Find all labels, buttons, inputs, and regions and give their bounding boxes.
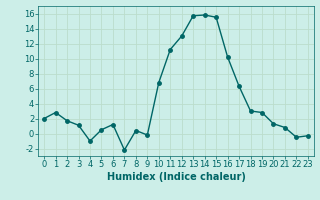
X-axis label: Humidex (Indice chaleur): Humidex (Indice chaleur) bbox=[107, 172, 245, 182]
